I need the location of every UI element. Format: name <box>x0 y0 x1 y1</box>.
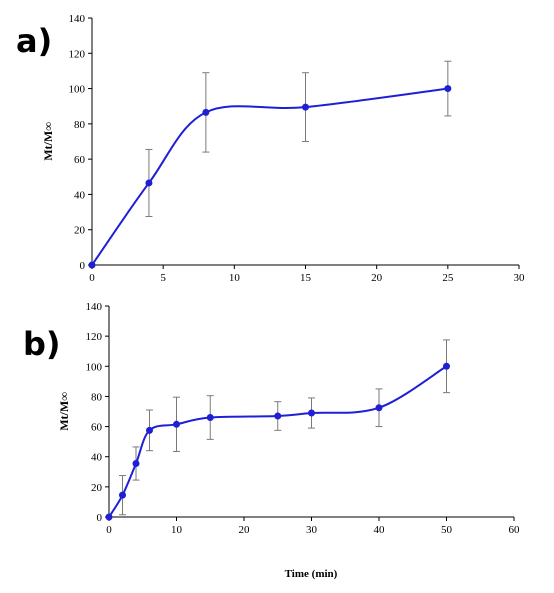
y-axis-label: Mt/M∞ <box>57 392 71 431</box>
data-point <box>274 412 282 420</box>
x-tick-label: 50 <box>441 524 453 536</box>
data-point <box>173 420 180 428</box>
panel-label: b) <box>23 325 61 363</box>
x-tick-label: 0 <box>106 524 112 536</box>
data-point <box>88 261 96 269</box>
data-point <box>206 414 214 422</box>
y-tick-label: 140 <box>69 13 86 25</box>
y-axis-label: Mt/M∞ <box>41 122 55 161</box>
data-point <box>308 409 315 417</box>
y-tick-label: 120 <box>69 48 86 60</box>
x-tick-label: 0 <box>89 272 95 284</box>
chart-panel-a: 0 20 40 60 80 100 120 140 0 5 10 15 20 25 30 Mt/M∞ a) <box>16 13 525 284</box>
y-tick-label: 20 <box>74 225 86 237</box>
x-tick-label: 20 <box>371 272 383 284</box>
y-tick-label: 40 <box>74 189 86 201</box>
y-tick-label: 80 <box>74 119 86 131</box>
data-point <box>146 426 153 434</box>
y-tick-label: 120 <box>86 331 103 343</box>
y-tick-label: 80 <box>91 391 103 403</box>
y-tick-label: 100 <box>86 361 103 373</box>
series-line <box>108 365 448 518</box>
series-line <box>91 87 448 266</box>
x-tick-label: 40 <box>374 524 386 536</box>
x-tick-label: 20 <box>239 524 251 536</box>
data-point <box>105 513 113 521</box>
y-tick-label: 0 <box>80 260 86 272</box>
y-tick-label: 60 <box>74 154 86 166</box>
x-tick-label: 60 <box>509 524 521 536</box>
x-tick-label: 30 <box>514 272 526 284</box>
data-point <box>302 103 309 111</box>
y-tick-label: 100 <box>69 84 86 96</box>
x-tick-label: 10 <box>171 524 183 536</box>
y-tick-label: 20 <box>91 482 103 494</box>
data-point <box>132 459 140 467</box>
x-tick-label: 5 <box>160 272 166 284</box>
x-axis-label: Time (min) <box>285 568 338 580</box>
x-tick-label: 25 <box>442 272 454 284</box>
y-tick-label: 40 <box>91 452 103 464</box>
data-point <box>443 362 450 370</box>
x-tick-label: 15 <box>300 272 312 284</box>
x-tick-label: 30 <box>306 524 318 536</box>
x-tick-label: 10 <box>229 272 241 284</box>
y-tick-label: 140 <box>86 301 103 313</box>
chart-panel-b: 0 20 40 60 80 100 120 140 0 10 20 30 40 50 60 Mt/M∞ b) <box>23 301 520 536</box>
y-tick-label: 0 <box>97 512 103 524</box>
data-point <box>444 85 452 93</box>
y-tick-label: 60 <box>91 422 103 434</box>
data-point <box>202 108 210 116</box>
panel-label: a) <box>16 22 52 60</box>
data-point <box>119 491 126 499</box>
data-point <box>375 404 383 412</box>
data-point <box>145 179 153 187</box>
